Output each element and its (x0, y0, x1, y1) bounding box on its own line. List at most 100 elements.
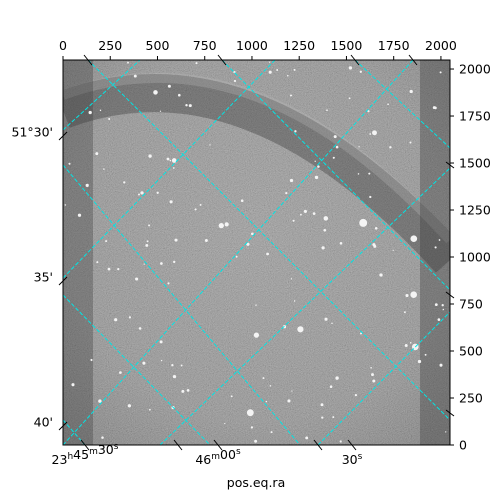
right-tick-label: 1000 (459, 250, 491, 265)
star (140, 191, 144, 195)
ra-tick-label: 23h45m30s (52, 442, 119, 467)
star (218, 222, 224, 229)
star (441, 304, 444, 307)
star (119, 371, 122, 374)
dec-right-tick-mark (445, 161, 455, 169)
star (409, 342, 412, 344)
grid-line (317, 311, 450, 445)
star (289, 94, 293, 97)
star (88, 110, 92, 115)
star (293, 68, 296, 71)
star (246, 409, 254, 417)
star (181, 389, 185, 393)
dec-tick-label: 40' (34, 415, 53, 430)
star (314, 175, 319, 180)
star (266, 252, 269, 256)
star (389, 146, 392, 149)
star (314, 160, 316, 162)
star (128, 316, 132, 319)
dec-tick-label: 51°30' (12, 125, 54, 140)
star (434, 303, 438, 306)
star (177, 93, 181, 97)
top-tick-label: 250 (98, 38, 122, 53)
star (145, 243, 149, 247)
ra-axis-ticks: 23h45m30s 46m00s 30s (52, 54, 418, 467)
star (438, 239, 441, 241)
ra-top-tick-mark (350, 54, 360, 66)
star (250, 232, 254, 236)
star (114, 318, 118, 322)
star (233, 79, 237, 83)
star (95, 152, 99, 156)
star (149, 408, 151, 411)
star (185, 103, 188, 107)
top-tick-label: 1000 (236, 38, 268, 53)
star (199, 203, 202, 206)
star (369, 133, 372, 135)
star (133, 74, 137, 78)
ra-tick-mark (173, 439, 183, 451)
right-axis-ticks: 0 250 500 750 1000 1250 1500 1750 2000 (450, 62, 491, 453)
star (442, 308, 445, 311)
star (287, 399, 291, 403)
star (172, 167, 175, 169)
grid-line (87, 60, 450, 421)
sky-image (63, 60, 450, 445)
star (289, 178, 294, 183)
star (127, 404, 132, 408)
star (287, 74, 289, 77)
star (372, 379, 376, 383)
star (107, 267, 111, 271)
star (323, 228, 327, 232)
star (171, 364, 174, 367)
x-axis-label: pos.eq.ra (227, 475, 285, 490)
star (360, 332, 362, 335)
star (371, 373, 374, 377)
star (439, 71, 442, 74)
star (108, 117, 111, 121)
star (188, 104, 192, 108)
star (68, 162, 71, 165)
star (320, 403, 324, 407)
star (171, 158, 177, 163)
star (367, 110, 370, 113)
star (293, 300, 296, 302)
star (348, 97, 351, 100)
grid-line (63, 60, 276, 279)
star (195, 62, 198, 65)
right-tick-label: 500 (459, 344, 483, 359)
star (159, 110, 162, 112)
dec-axis-ticks: 51°30' 35' 40' (12, 125, 455, 431)
star (255, 304, 257, 306)
star (432, 106, 436, 110)
star (71, 383, 75, 387)
star (209, 144, 211, 146)
star (156, 191, 159, 194)
star (331, 322, 333, 324)
star (253, 332, 260, 338)
grid-line (159, 167, 450, 445)
star (265, 400, 268, 403)
star (268, 70, 272, 74)
star (224, 422, 226, 425)
ra-tick-mark (213, 439, 223, 451)
star (174, 238, 178, 242)
star (374, 227, 378, 230)
star (339, 440, 342, 443)
ra-top-tick-mark (217, 54, 227, 66)
dec-tick-mark (58, 421, 68, 431)
star (101, 436, 104, 439)
top-tick-label: 750 (193, 38, 217, 53)
star (437, 318, 441, 321)
ra-tick-mark (80, 439, 90, 451)
star (194, 208, 197, 211)
star (117, 267, 120, 271)
star (98, 399, 102, 403)
plot-frame (62, 59, 451, 446)
star (138, 193, 140, 196)
star (409, 141, 412, 144)
dec-tick-mark (58, 131, 68, 141)
star (96, 261, 99, 264)
dec-right-tick-mark (445, 409, 455, 417)
